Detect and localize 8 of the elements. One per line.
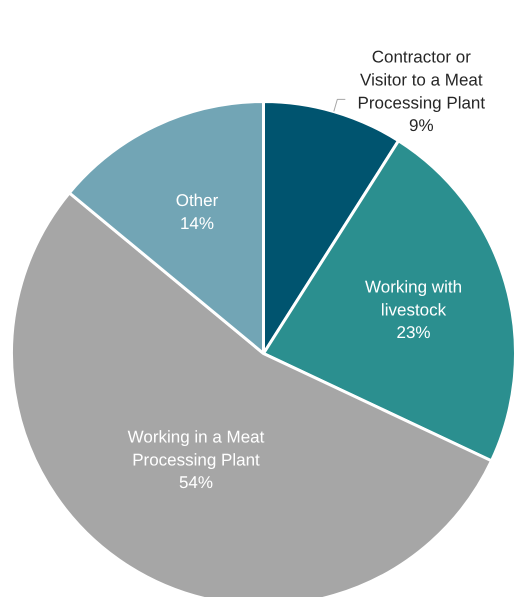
data-label: 14% [180, 214, 214, 234]
data-label: 9% [409, 116, 434, 136]
data-label: 54% [178, 473, 214, 492]
slice-label: Contractor or Visitor to a Meat Processing Plant [358, 48, 486, 112]
slice-label: Working in a Meat Processing Plant [128, 428, 265, 470]
data-label: 23% [396, 323, 431, 342]
slice-label: Working with livestock [365, 278, 462, 320]
slice-label: Other [176, 191, 219, 210]
